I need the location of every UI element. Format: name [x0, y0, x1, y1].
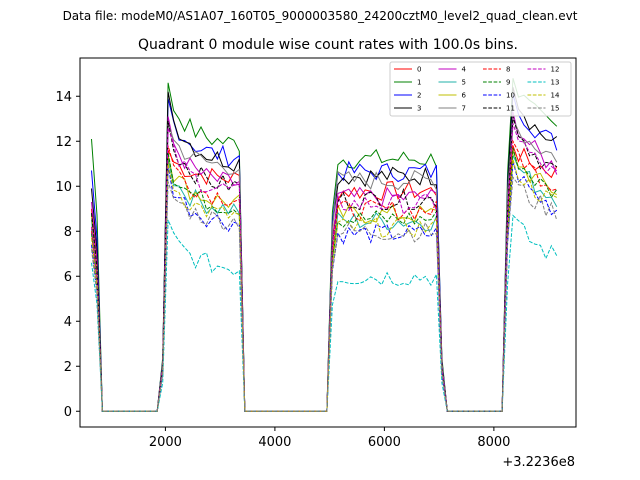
axes-frame [79, 57, 577, 428]
legend-label-14: 14 [551, 92, 560, 100]
x-tick-label: 6000 [368, 435, 401, 450]
y-tick-label: 10 [55, 180, 72, 195]
legend-label-0: 0 [417, 66, 421, 74]
legend-label-11: 11 [506, 105, 515, 113]
legend-label-1: 1 [417, 79, 421, 87]
x-tick-label: 8000 [477, 435, 510, 450]
series-line-15 [91, 175, 558, 412]
legend-label-3: 3 [417, 105, 421, 113]
legend-label-2: 2 [417, 92, 421, 100]
legend-box [389, 61, 572, 117]
plot-lines [91, 78, 558, 412]
y-tick-label: 2 [64, 360, 72, 375]
chart-title: Quadrant 0 module wise count rates with … [138, 37, 518, 53]
x-offset-text: +3.2236e8 [502, 455, 575, 470]
chart-suptitle: Data file: modeM0/AS1A07_160T05_90000035… [63, 9, 578, 23]
legend-label-10: 10 [506, 92, 515, 100]
x-tick-label: 2000 [149, 435, 182, 450]
legend-label-9: 9 [506, 79, 510, 87]
series-line-2 [91, 93, 558, 412]
x-tick-label: 4000 [258, 435, 291, 450]
legend-label-15: 15 [551, 105, 560, 113]
legend-label-8: 8 [506, 66, 510, 74]
legend-label-7: 7 [462, 105, 466, 113]
legend-label-6: 6 [462, 92, 467, 100]
y-tick-label: 14 [55, 90, 72, 105]
y-tick-label: 4 [64, 315, 72, 330]
legend-label-5: 5 [462, 79, 466, 87]
y-tick-label: 8 [64, 225, 72, 240]
legend-label-13: 13 [551, 79, 560, 87]
y-tick-label: 6 [64, 270, 72, 285]
y-tick-label: 12 [55, 135, 72, 150]
series-line-1 [91, 78, 558, 412]
y-tick-label: 0 [64, 405, 72, 420]
legend-label-12: 12 [551, 66, 560, 74]
legend-label-4: 4 [462, 66, 467, 74]
axis-ticks: 2000 4000 6000 8000 0 2 4 6 8 10 12 14 [55, 90, 510, 450]
series-line-4 [91, 111, 558, 412]
series-line-3 [91, 87, 558, 412]
